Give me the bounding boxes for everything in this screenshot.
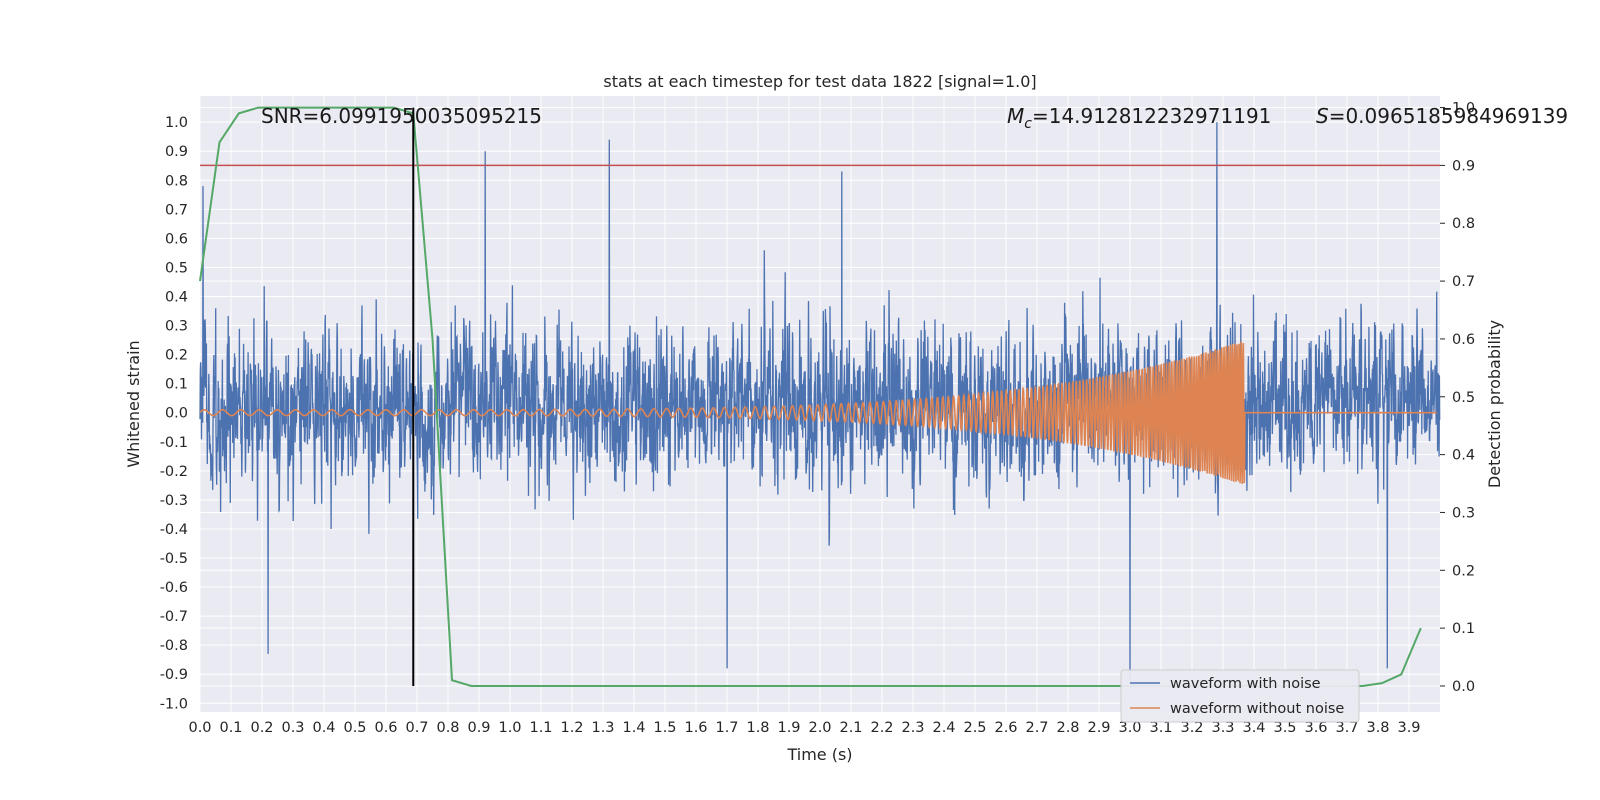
x-tick-label: 3.8 (1366, 720, 1389, 736)
x-tick-label: 0.3 (281, 720, 304, 736)
y-tick-label: 0.4 (165, 289, 188, 305)
y2-tick-label: 0.8 (1452, 216, 1475, 232)
x-tick-label: 3.9 (1397, 720, 1420, 736)
s-value: =0.0965185984969139 (1329, 104, 1568, 128)
y2-ticks: 0.0 0.1 0.2 0.3 0.4 0.5 0.6 0.7 0.8 0.9 1.0 (1440, 101, 1475, 695)
y-tick-label: -0.4 (160, 522, 188, 538)
x-tick-label: 0.5 (343, 720, 366, 736)
legend-box (1120, 669, 1360, 723)
x-tick-label: 1.5 (653, 720, 676, 736)
x-tick-label: 3.2 (1180, 720, 1203, 736)
mc-value: =14.912812232971191 (1032, 104, 1271, 128)
x-tick-label: 0.8 (436, 720, 459, 736)
x-tick-label: 2.4 (932, 720, 955, 736)
y2-tick-label: 0.5 (1452, 390, 1475, 406)
y-tick-label: 0.7 (165, 202, 188, 218)
y-tick-label: -0.2 (160, 464, 188, 480)
y-tick-label: -1.0 (160, 696, 188, 712)
y2-tick-label: 0.6 (1452, 332, 1475, 348)
x-tick-label: 1.1 (529, 720, 552, 736)
x-tick-label: 1.9 (777, 720, 800, 736)
x-tick-label: 1.6 (684, 720, 707, 736)
y2-tick-label: 0.4 (1452, 448, 1475, 464)
y2-tick-label: 0.9 (1452, 158, 1475, 174)
y2-tick-label: 0.0 (1452, 679, 1475, 695)
x-tick-label: 1.4 (622, 720, 645, 736)
y-tick-label: 0.8 (165, 173, 188, 189)
y-tick-label: 0.2 (165, 348, 188, 364)
x-tick-label: 3.4 (1242, 720, 1265, 736)
chart-title: stats at each timestep for test data 182… (603, 72, 1036, 91)
mc-annotation: Mc=14.912812232971191 (1007, 104, 1271, 132)
x-tick-label: 3.3 (1211, 720, 1234, 736)
s-symbol: S (1316, 104, 1329, 128)
y-tick-label: 1.0 (165, 115, 188, 131)
x-tick-label: 3.6 (1304, 720, 1327, 736)
x-tick-label: 2.5 (963, 720, 986, 736)
y-tick-label: -0.9 (160, 667, 188, 683)
x-tick-label: 0.6 (374, 720, 397, 736)
x-tick-label: 1.8 (746, 720, 769, 736)
y-tick-label: 0.6 (165, 231, 188, 247)
y-axis-label: Whitened strain (124, 340, 143, 467)
y2-tick-label: 0.3 (1452, 505, 1475, 521)
x-tick-label: 2.9 (1087, 720, 1110, 736)
x-tick-label: 0.1 (219, 720, 242, 736)
y2-axis-label: Detection probability (1485, 320, 1504, 488)
x-tick-label: 3.7 (1335, 720, 1358, 736)
y-tick-label: -0.3 (160, 493, 188, 509)
x-tick-label: 0.0 (188, 720, 211, 736)
x-tick-label: 0.4 (312, 720, 335, 736)
legend-label-noise: waveform with noise (1170, 676, 1321, 692)
x-tick-label: 2.8 (1056, 720, 1079, 736)
x-tick-label: 2.1 (839, 720, 862, 736)
s-annotation: S=0.0965185984969139 (1316, 104, 1568, 128)
mc-symbol: M (1007, 104, 1024, 128)
y2-tick-label: 0.7 (1452, 274, 1475, 290)
x-tick-label: 2.2 (870, 720, 893, 736)
x-tick-label: 0.2 (250, 720, 273, 736)
x-tick-label: 0.9 (467, 720, 490, 736)
x-ticks: 0.0 0.1 0.2 0.3 0.4 0.5 0.6 0.7 0.8 0.9 1.0 1.1 1.2 1… (188, 720, 1420, 736)
x-tick-label: 3.1 (1149, 720, 1172, 736)
y-tick-label: 0.9 (165, 144, 188, 160)
y-tick-label: 0.3 (165, 319, 188, 335)
legend-label-clean: waveform without noise (1170, 701, 1344, 717)
x-tick-label: 2.6 (994, 720, 1017, 736)
series-clean-line (199, 341, 1437, 485)
x-tick-label: 3.5 (1273, 720, 1296, 736)
x-tick-label: 0.7 (405, 720, 428, 736)
y-tick-label: -0.7 (160, 609, 188, 625)
y2-tick-label: 1.0 (1452, 101, 1475, 117)
x-tick-label: 1.3 (591, 720, 614, 736)
y-tick-label: 0.1 (165, 377, 188, 393)
y-tick-label: -0.6 (160, 580, 188, 596)
y2-tick-label: 0.2 (1452, 563, 1475, 579)
x-tick-label: 3.0 (1118, 720, 1141, 736)
snr-annotation: SNR=6.0991950035095215 (261, 104, 542, 128)
x-tick-label: 1.2 (560, 720, 583, 736)
y-ticks: -1.0 -0.9 -0.8 -0.7 -0.6 -0.5 -0.4 -0.3 -0.2 -0.1… (160, 115, 188, 712)
y-tick-label: 0.5 (165, 260, 188, 276)
x-tick-label: 2.7 (1025, 720, 1048, 736)
x-axis-label: Time (s) (786, 745, 852, 764)
y-tick-label: 0.0 (165, 406, 188, 422)
x-tick-label: 2.0 (808, 720, 831, 736)
y-tick-label: -0.8 (160, 638, 188, 654)
mc-subscript: c (1024, 116, 1032, 132)
y2-tick-label: 0.1 (1452, 621, 1475, 637)
x-tick-label: 1.7 (715, 720, 738, 736)
x-tick-label: 1.0 (498, 720, 521, 736)
x-tick-label: 2.3 (901, 720, 924, 736)
legend: waveform with noise waveform without noi… (1120, 669, 1360, 723)
y-tick-label: -0.1 (160, 435, 188, 451)
y-tick-label: -0.5 (160, 551, 188, 567)
